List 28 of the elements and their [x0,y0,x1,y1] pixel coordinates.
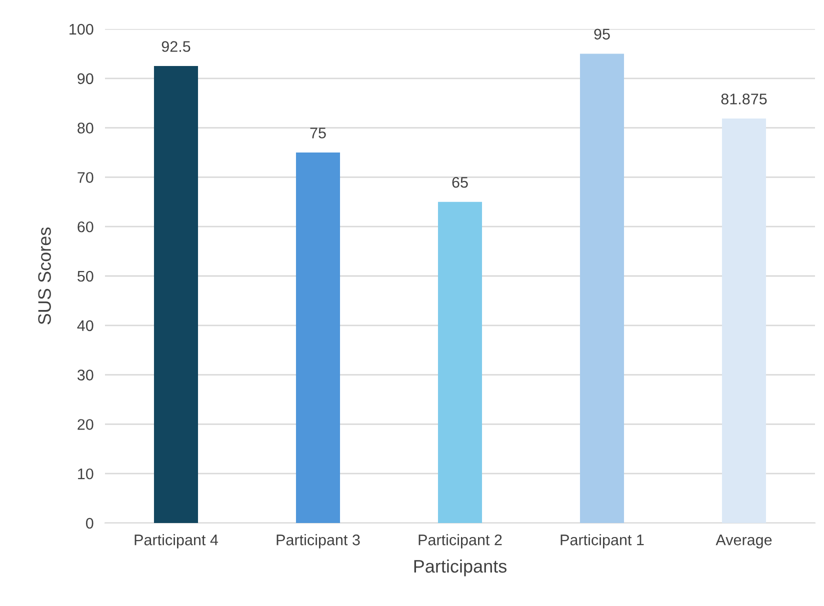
y-tick-label: 10 [78,468,94,480]
y-tick-label: 100 [70,24,94,35]
y-tick-label: 20 [78,419,94,430]
x-axis-title: Participants [414,559,507,576]
y-tick-label: 80 [78,122,94,134]
y-tick-label: 90 [78,73,94,84]
x-tick-label: Participant 2 [418,534,502,548]
x-tick-label: Average [716,534,772,548]
bar [438,202,482,523]
y-tick-label: 0 [86,518,94,529]
x-tick-label: Participant 3 [276,534,360,548]
y-axis-title: SUS Scores [38,227,51,324]
x-tick-label: Participant 1 [560,534,644,548]
bar [580,54,624,523]
data-label: 95 [594,28,610,40]
data-label: 75 [310,128,326,138]
data-label: 81.875 [721,94,767,104]
y-tick-label: 70 [78,172,94,183]
y-tick-label: 40 [77,320,94,332]
bar [296,152,340,523]
y-tick-label: 60 [78,221,94,232]
x-tick-label: Participant 4 [134,534,218,548]
y-tick-label: 30 [77,370,94,380]
data-label: 65 [452,176,468,188]
bar [154,66,198,523]
y-tick-label: 50 [78,270,94,282]
bar [722,118,766,523]
data-label: 92.5 [162,41,190,52]
